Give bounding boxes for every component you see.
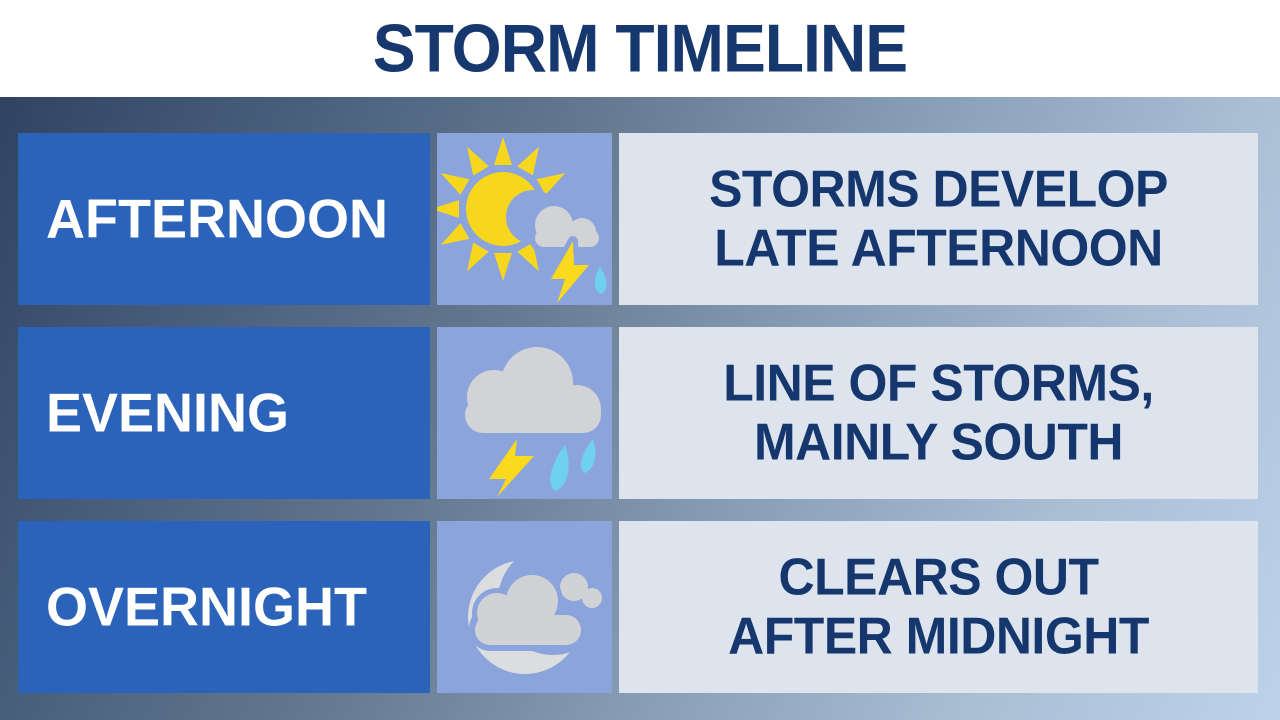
description-panel-evening: LINE OF STORMS, MAINLY SOUTH: [619, 327, 1258, 499]
icon-tile-evening: [437, 327, 612, 499]
period-label: OVERNIGHT: [46, 576, 368, 638]
period-box-evening: EVENING: [18, 327, 430, 499]
sun-cloud-lightning-icon: [437, 137, 607, 305]
period-label: EVENING: [46, 382, 290, 444]
timeline-stage: AFTERNOON: [0, 97, 1280, 720]
timeline-row-overnight: OVERNIGHT: [18, 521, 1280, 693]
timeline-row-evening: EVENING LINE OF STORMS, MAINLY: [18, 327, 1280, 499]
period-label: AFTERNOON: [46, 188, 388, 250]
moon-clouds-icon: [468, 545, 608, 674]
header-band: STORM TIMELINE: [0, 0, 1280, 97]
period-box-afternoon: AFTERNOON: [18, 133, 430, 305]
description-line: STORMS DEVELOP: [709, 160, 1168, 218]
description-line: CLEARS OUT: [778, 548, 1100, 606]
description-line: LINE OF STORMS,: [723, 354, 1154, 412]
timeline-row-afternoon: AFTERNOON: [18, 133, 1280, 305]
description-panel-overnight: CLEARS OUT AFTER MIDNIGHT: [619, 521, 1258, 693]
description-line: AFTER MIDNIGHT: [728, 607, 1149, 665]
description-panel-afternoon: STORMS DEVELOP LATE AFTERNOON: [619, 133, 1258, 305]
description-line: LATE AFTERNOON: [714, 219, 1163, 277]
icon-tile-afternoon: [437, 133, 612, 305]
storm-cloud-lightning-rain-icon: [465, 347, 601, 497]
page-title: STORM TIMELINE: [372, 10, 908, 87]
period-box-overnight: OVERNIGHT: [18, 521, 430, 693]
icon-tile-overnight: [437, 521, 612, 693]
description-line: MAINLY SOUTH: [753, 413, 1124, 471]
